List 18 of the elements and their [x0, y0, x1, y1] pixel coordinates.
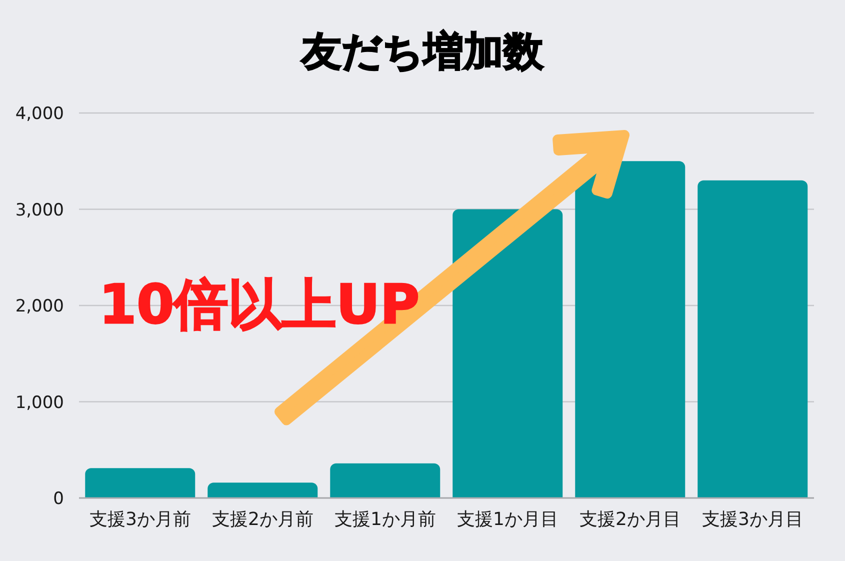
x-tick-label: 支援2か月目 — [580, 508, 681, 530]
y-tick-label: 4,000 — [15, 104, 64, 124]
y-tick-label: 2,000 — [15, 296, 64, 317]
y-tick-label: 1,000 — [15, 392, 64, 413]
x-tick-label: 支援2か月前 — [212, 508, 314, 530]
bar — [698, 180, 808, 498]
chart-title: 友だち増加数 — [300, 28, 544, 77]
bar — [575, 161, 686, 498]
y-tick-label: 0 — [53, 489, 64, 510]
bar — [208, 482, 318, 498]
x-tick-label: 支援1か月前 — [334, 508, 436, 530]
bar — [452, 209, 563, 498]
x-tick-label: 支援3か月前 — [90, 508, 191, 530]
bar — [85, 468, 196, 498]
x-tick-label: 支援3か月目 — [702, 508, 804, 530]
x-tick-label: 支援1か月目 — [457, 508, 558, 530]
bar — [330, 463, 440, 498]
y-tick-label: 3,000 — [15, 200, 64, 220]
